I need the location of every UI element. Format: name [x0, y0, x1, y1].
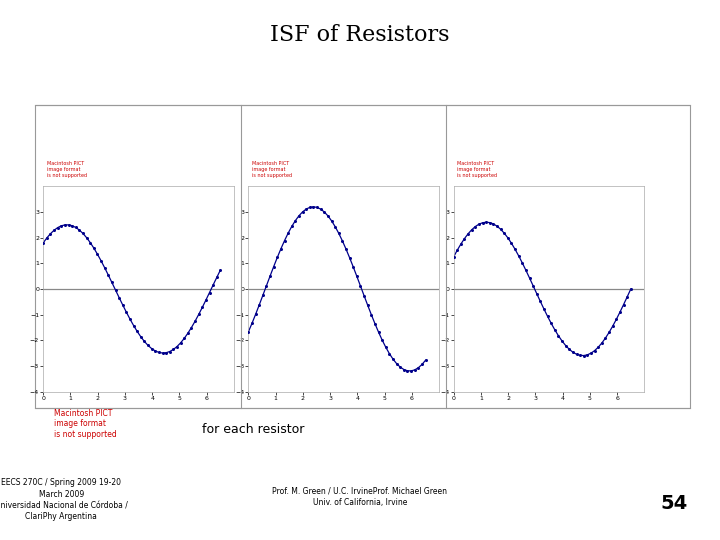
Text: Macintosh PICT
image format
is not supported: Macintosh PICT image format is not suppo…	[457, 161, 498, 178]
Text: 54: 54	[660, 494, 688, 513]
Text: ClariPhy Argentina: ClariPhy Argentina	[25, 512, 97, 521]
Text: Univ. of California, Irvine: Univ. of California, Irvine	[312, 498, 408, 507]
Text: Macintosh PICT
image format
is not supported: Macintosh PICT image format is not suppo…	[54, 409, 117, 439]
Text: Macintosh PICT
image format
is not supported: Macintosh PICT image format is not suppo…	[47, 161, 87, 178]
Text: March 2009: March 2009	[39, 490, 84, 500]
Text: EECS 270C / Spring 2009 19-20: EECS 270C / Spring 2009 19-20	[1, 478, 121, 487]
Text: Macintosh PICT
image format
is not supported: Macintosh PICT image format is not suppo…	[252, 161, 292, 178]
Text: Universidad Nacional de Córdoba /: Universidad Nacional de Córdoba /	[0, 501, 127, 510]
Text: for each resistor: for each resistor	[202, 423, 304, 436]
Text: ISF of Resistors: ISF of Resistors	[270, 24, 450, 46]
Text: Prof. M. Green / U.C. IrvineProf. Michael Green: Prof. M. Green / U.C. IrvineProf. Michae…	[272, 486, 448, 495]
